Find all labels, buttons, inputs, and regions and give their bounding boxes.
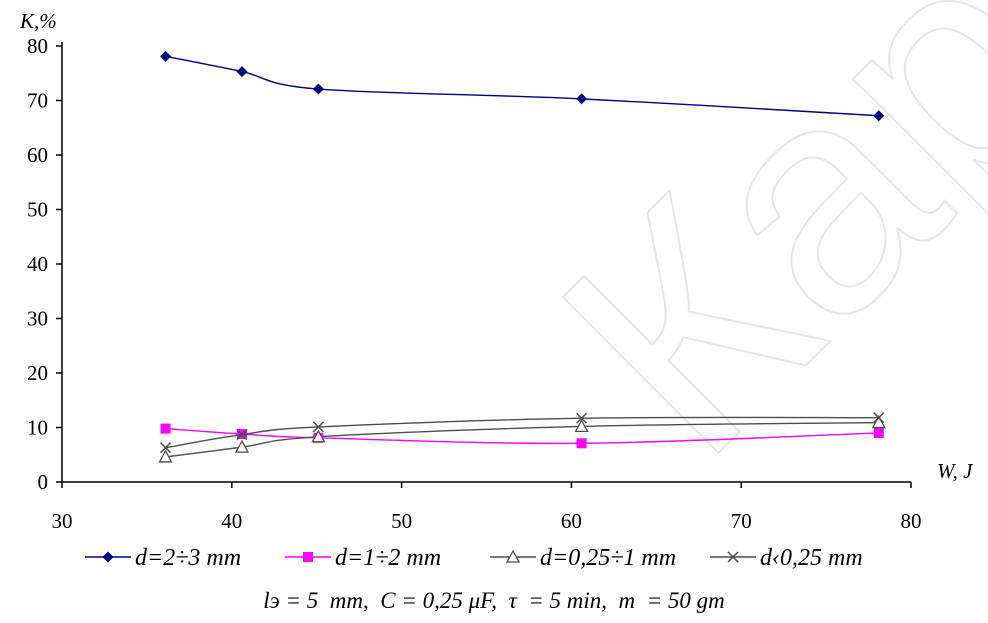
series-3-point	[576, 412, 588, 424]
y-tick-label: 20	[27, 361, 48, 385]
series-2-point	[871, 415, 886, 429]
series-0-point	[160, 50, 172, 62]
series-0-point	[873, 110, 885, 122]
series-2-point	[234, 439, 250, 453]
y-tick-label: 40	[27, 252, 48, 276]
series-3-point	[312, 421, 324, 433]
legend: d=2÷3 mm d=1÷2 mm d=0,25÷1 mm d‹0,25 mm	[85, 545, 863, 571]
y-tick-label: 0	[38, 470, 49, 494]
series-3-point	[873, 412, 885, 424]
x-tick-label: 50	[391, 509, 412, 533]
y-tick-label: 70	[27, 89, 48, 113]
legend-marker-1	[303, 552, 313, 562]
x-tick-label: 30	[52, 509, 73, 533]
legend-label-1: d=1÷2 mm	[335, 545, 441, 571]
series-0-point	[236, 66, 248, 78]
y-tick-label: 30	[27, 307, 48, 331]
series-1-point	[576, 438, 587, 449]
x-tick-label: 70	[731, 509, 752, 533]
legend-marker-0	[102, 551, 114, 563]
series-3-point	[236, 429, 248, 441]
series-group	[158, 50, 886, 463]
series-1-point	[873, 427, 884, 438]
series-0-point	[576, 93, 588, 105]
x-tick-label: 60	[561, 509, 582, 533]
series-2-point	[158, 449, 173, 463]
x-tick-label: 40	[221, 509, 242, 533]
series-2-point	[574, 419, 589, 433]
y-axis-title: K,%	[19, 9, 57, 33]
chart-caption: lэ = 5 mm, C = 0,25 μF, τ = 5 min, m = 5…	[263, 588, 725, 613]
y-tick-label: 60	[27, 143, 48, 167]
legend-label-0: d=2÷3 mm	[135, 545, 241, 571]
y-tick-label: 80	[27, 34, 48, 58]
x-tick-label: 80	[901, 509, 922, 533]
series-1-point	[160, 423, 171, 434]
legend-marker-3	[727, 551, 739, 563]
legend-marker-2	[505, 549, 521, 563]
legend-label-3: d‹0,25 mm	[760, 545, 863, 571]
y-tick-label: 10	[27, 416, 48, 440]
series-2-point	[311, 429, 326, 443]
y-tick-label: 50	[27, 198, 48, 222]
series-3-point	[160, 442, 172, 454]
series-0-point	[312, 83, 324, 95]
x-axis-title: W, J	[937, 459, 974, 483]
legend-label-2: d=0,25÷1 mm	[540, 545, 676, 571]
